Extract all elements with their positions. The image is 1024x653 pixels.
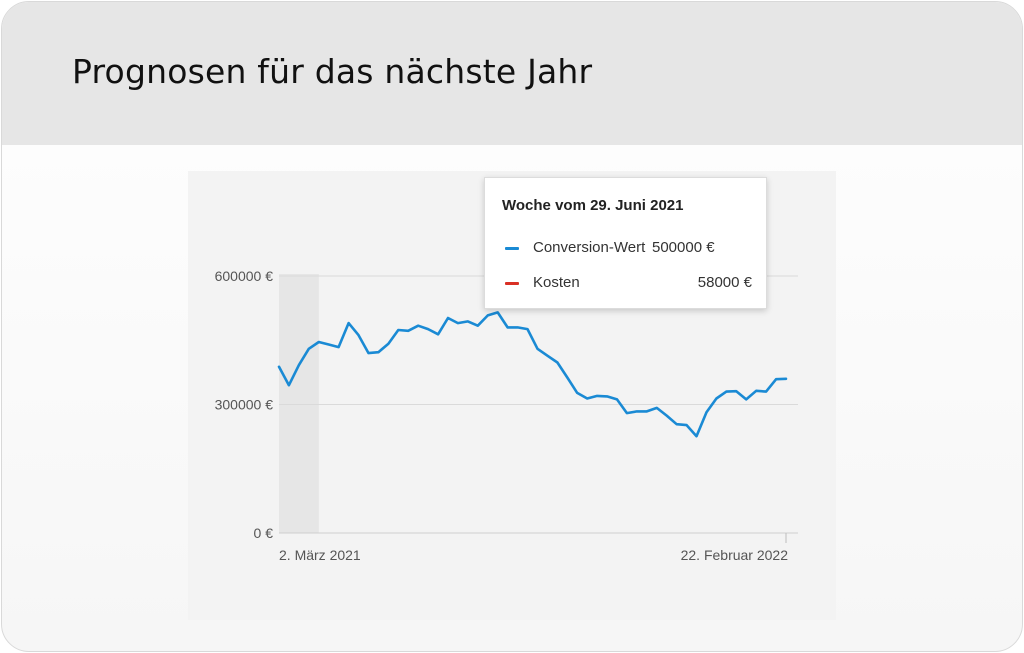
tooltip-label: Conversion-Wert	[533, 239, 646, 256]
chart-tooltip: Woche vom 29. Juni 2021 Conversion-Wert …	[484, 177, 767, 309]
card-title: Prognosen für das nächste Jahr	[72, 52, 593, 91]
series-line-conversion-value	[277, 311, 788, 438]
costs-swatch	[505, 282, 519, 285]
x-tick-label: 2. März 2021	[279, 547, 361, 563]
tooltip-row-conversion-value: Conversion-Wert 500000 €	[502, 238, 752, 260]
tooltip-row-costs: Kosten 58000 €	[502, 273, 752, 295]
tooltip-value: 58000 €	[697, 274, 752, 291]
tooltip-label: Kosten	[533, 274, 580, 291]
y-tick-label: 0 €	[254, 525, 274, 541]
y-tick-label: 600000 €	[215, 268, 274, 284]
conversion-value-swatch	[505, 247, 519, 250]
tooltip-title: Woche vom 29. Juni 2021	[502, 197, 684, 214]
y-tick-label: 300000 €	[215, 397, 274, 413]
shaded-period	[279, 274, 319, 533]
x-tick-label: 22. Februar 2022	[681, 547, 789, 563]
tooltip-value: 500000 €	[652, 239, 715, 256]
card-header: Prognosen für das nächste Jahr	[2, 2, 1022, 145]
